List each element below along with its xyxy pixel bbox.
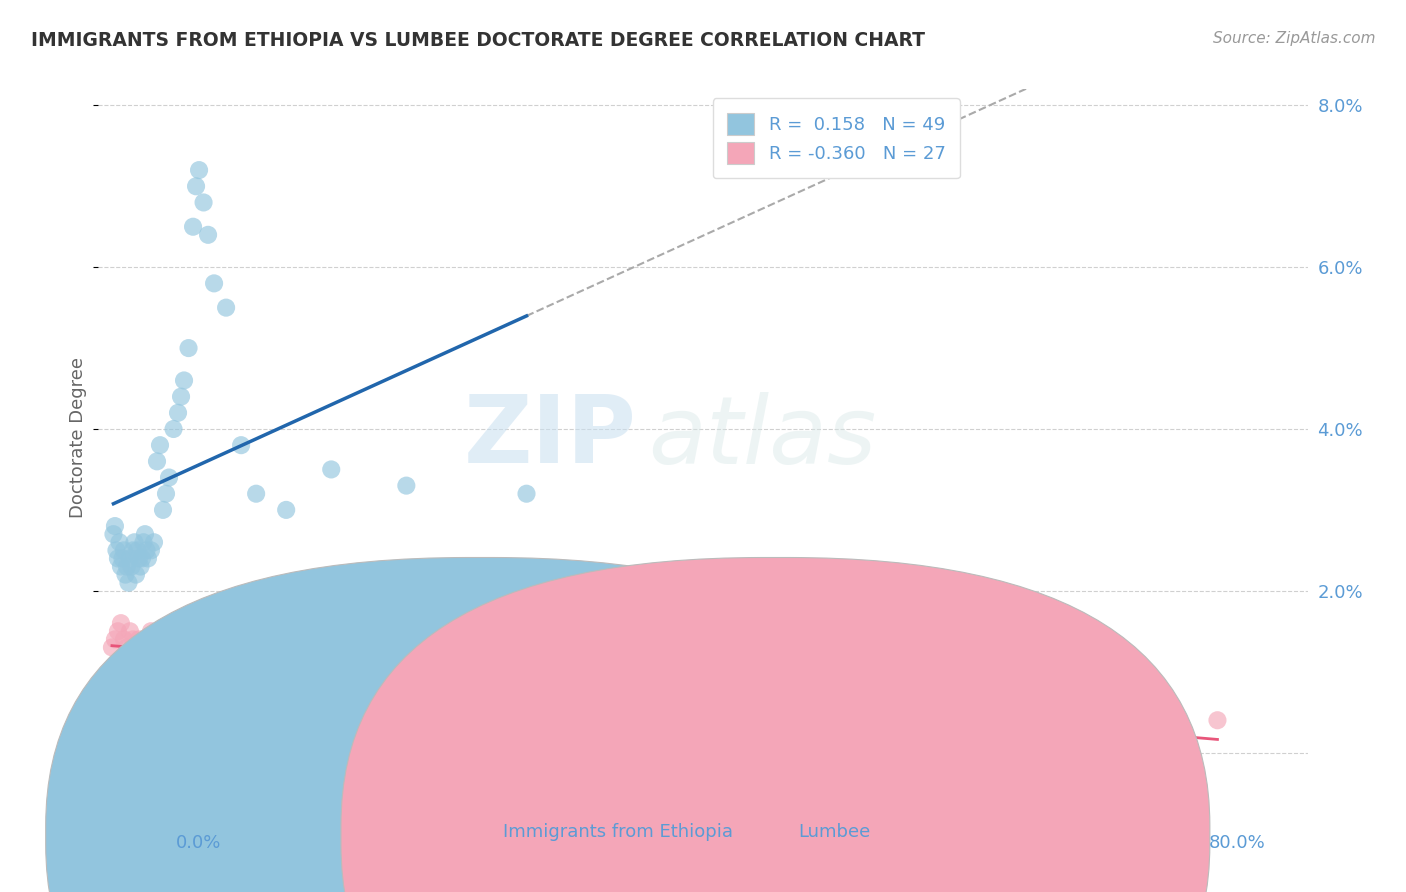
Point (134, 527, 156, 541)
Point (114, 567, 136, 582)
Point (107, 624, 129, 639)
Point (104, 632, 127, 647)
Point (876, 713, 898, 727)
Point (124, 535, 146, 549)
Point (321, 462, 343, 476)
Point (184, 179, 207, 194)
Point (173, 374, 195, 388)
Point (245, 486, 267, 500)
Point (112, 543, 135, 558)
Point (157, 470, 180, 484)
Point (157, 640, 180, 655)
Point (215, 301, 238, 315)
Point (456, 697, 478, 711)
Text: IMMIGRANTS FROM ETHIOPIA VS LUMBEE DOCTORATE DEGREE CORRELATION CHART: IMMIGRANTS FROM ETHIOPIA VS LUMBEE DOCTO… (31, 31, 925, 50)
Point (128, 632, 150, 647)
Point (115, 640, 138, 655)
Point (135, 543, 157, 558)
Point (115, 559, 138, 574)
Point (131, 551, 153, 566)
Point (107, 551, 129, 566)
Point (170, 390, 193, 404)
Text: atlas: atlas (648, 392, 877, 483)
Point (110, 616, 132, 631)
Point (725, 697, 748, 711)
Point (111, 551, 134, 566)
Point (118, 551, 141, 566)
Point (101, 640, 124, 655)
Point (134, 640, 156, 655)
Point (229, 438, 252, 452)
Point (184, 657, 207, 671)
Point (129, 559, 152, 574)
Point (193, 195, 215, 210)
Text: Source: ZipAtlas.com: Source: ZipAtlas.com (1212, 31, 1375, 46)
Point (146, 454, 169, 468)
Point (575, 705, 598, 719)
Point (229, 640, 252, 655)
Point (139, 543, 162, 558)
Point (181, 219, 204, 234)
Point (207, 648, 229, 663)
Point (136, 551, 159, 566)
Text: ZIP: ZIP (464, 391, 637, 483)
Point (110, 559, 132, 574)
Point (170, 665, 193, 679)
Point (188, 163, 211, 178)
Point (104, 519, 127, 533)
Point (105, 543, 128, 558)
Text: Immigrants from Ethiopia: Immigrants from Ethiopia (503, 823, 733, 841)
Point (149, 648, 172, 663)
Point (103, 527, 125, 541)
Point (1206, 713, 1229, 727)
Point (167, 406, 190, 420)
Point (197, 227, 219, 242)
Point (149, 438, 172, 452)
Point (276, 503, 298, 517)
Point (128, 551, 150, 566)
Point (125, 567, 148, 582)
Point (515, 486, 537, 500)
Point (127, 543, 149, 558)
Point (132, 535, 155, 549)
Point (366, 681, 388, 695)
Point (118, 624, 141, 639)
Point (122, 632, 145, 647)
Point (395, 478, 418, 492)
Point (122, 543, 145, 558)
Point (162, 422, 184, 436)
Legend: R =  0.158   N = 49, R = -0.360   N = 27: R = 0.158 N = 49, R = -0.360 N = 27 (713, 98, 960, 178)
Point (177, 341, 200, 355)
Point (121, 559, 143, 574)
Y-axis label: Doctorate Degree: Doctorate Degree (69, 357, 87, 517)
Text: 80.0%: 80.0% (1209, 834, 1265, 852)
Point (125, 640, 148, 655)
Point (202, 277, 225, 291)
Point (305, 673, 328, 687)
Point (143, 535, 166, 549)
Point (152, 503, 174, 517)
Point (108, 535, 131, 549)
Point (260, 665, 283, 679)
Point (117, 575, 139, 590)
Point (1056, 697, 1078, 711)
Point (155, 486, 177, 500)
Point (112, 632, 135, 647)
Text: Lumbee: Lumbee (799, 823, 870, 841)
Text: 0.0%: 0.0% (176, 834, 221, 852)
Point (139, 624, 162, 639)
